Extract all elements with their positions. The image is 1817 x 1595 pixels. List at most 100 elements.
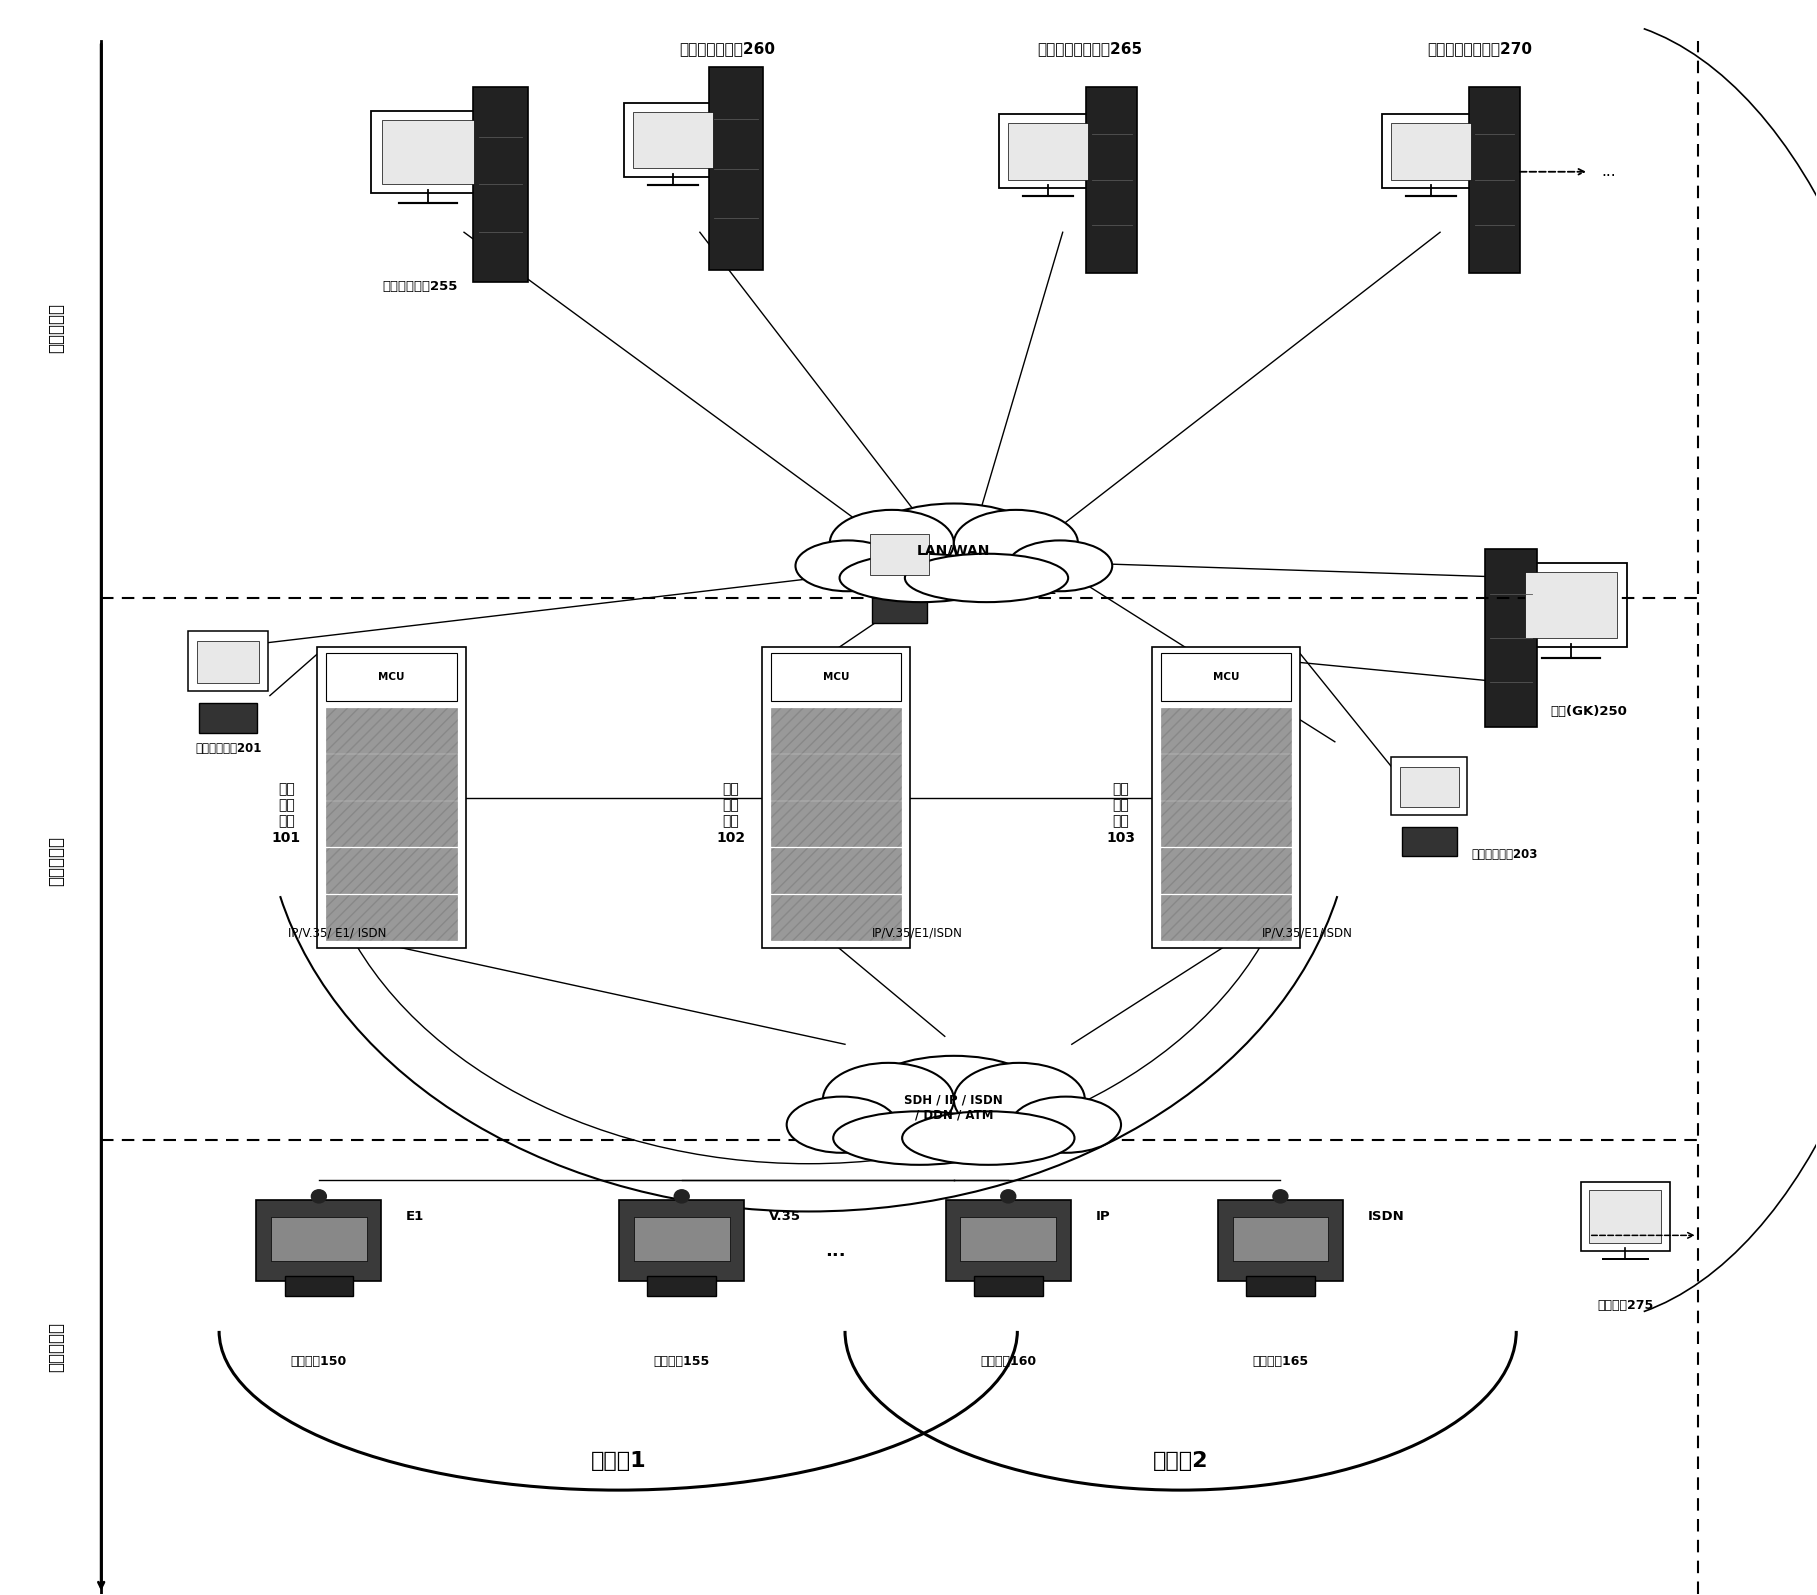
FancyBboxPatch shape	[198, 641, 260, 683]
Text: IP/V.35/E1/ISDN: IP/V.35/E1/ISDN	[1263, 927, 1354, 939]
Ellipse shape	[834, 1112, 1005, 1164]
Text: 用户实现层: 用户实现层	[47, 1322, 65, 1372]
FancyBboxPatch shape	[999, 115, 1097, 188]
FancyBboxPatch shape	[1581, 1182, 1670, 1250]
Ellipse shape	[876, 504, 1032, 561]
FancyBboxPatch shape	[1087, 86, 1137, 273]
FancyBboxPatch shape	[371, 112, 483, 193]
Text: 多点
控制
设备
101: 多点 控制 设备 101	[273, 782, 302, 845]
Text: 视讯终端150: 视讯终端150	[291, 1354, 347, 1369]
FancyBboxPatch shape	[1383, 115, 1481, 188]
FancyBboxPatch shape	[1399, 767, 1459, 807]
FancyBboxPatch shape	[1401, 826, 1457, 855]
Text: ...: ...	[1601, 164, 1615, 179]
Ellipse shape	[954, 510, 1077, 576]
FancyBboxPatch shape	[325, 654, 456, 702]
Text: 多点
控制
设备
103: 多点 控制 设备 103	[1107, 782, 1136, 845]
Text: 多点
控制
设备
102: 多点 控制 设备 102	[716, 782, 745, 845]
FancyBboxPatch shape	[1161, 801, 1292, 847]
Text: LAN/WAN: LAN/WAN	[918, 544, 990, 558]
FancyBboxPatch shape	[1590, 1190, 1661, 1243]
FancyBboxPatch shape	[647, 1276, 716, 1295]
FancyBboxPatch shape	[285, 1276, 352, 1295]
FancyBboxPatch shape	[709, 67, 763, 270]
Text: ...: ...	[825, 1243, 847, 1260]
FancyBboxPatch shape	[770, 708, 901, 753]
FancyBboxPatch shape	[325, 708, 456, 753]
FancyBboxPatch shape	[325, 754, 456, 799]
FancyBboxPatch shape	[1161, 849, 1292, 893]
Ellipse shape	[796, 541, 899, 592]
Text: MCU: MCU	[1212, 671, 1239, 683]
FancyBboxPatch shape	[382, 120, 474, 183]
Text: MCU: MCU	[378, 671, 405, 683]
FancyBboxPatch shape	[870, 534, 928, 574]
Text: 服务区1: 服务区1	[591, 1451, 647, 1472]
FancyBboxPatch shape	[861, 525, 938, 582]
FancyBboxPatch shape	[1161, 895, 1292, 939]
Ellipse shape	[1010, 1097, 1121, 1153]
FancyBboxPatch shape	[770, 754, 901, 799]
Text: IP/V.35/ E1/ ISDN: IP/V.35/ E1/ ISDN	[287, 927, 387, 939]
Text: 中心数据库系统260: 中心数据库系统260	[680, 41, 776, 56]
Text: 中心业务受理系统270: 中心业务受理系统270	[1428, 41, 1532, 56]
Text: 视讯终端160: 视讯终端160	[979, 1354, 1036, 1369]
FancyBboxPatch shape	[1470, 86, 1519, 273]
Text: IP: IP	[1096, 1209, 1110, 1223]
FancyBboxPatch shape	[1161, 654, 1292, 702]
FancyBboxPatch shape	[1392, 123, 1472, 180]
FancyBboxPatch shape	[872, 595, 927, 624]
Circle shape	[674, 1190, 689, 1203]
FancyBboxPatch shape	[1161, 754, 1292, 799]
Ellipse shape	[870, 1056, 1036, 1120]
Text: 中心网管系统255: 中心网管系统255	[382, 281, 458, 293]
Ellipse shape	[954, 1062, 1085, 1136]
FancyBboxPatch shape	[961, 1217, 1056, 1260]
FancyBboxPatch shape	[200, 703, 258, 734]
Text: 中心业务管理系统265: 中心业务管理系统265	[1038, 41, 1143, 56]
Circle shape	[1001, 1190, 1016, 1203]
FancyBboxPatch shape	[256, 1201, 382, 1281]
FancyBboxPatch shape	[1392, 758, 1468, 815]
Circle shape	[311, 1190, 327, 1203]
Text: 本地管理系统202: 本地管理系统202	[990, 584, 1056, 597]
Ellipse shape	[903, 1112, 1074, 1164]
FancyBboxPatch shape	[632, 112, 712, 169]
FancyBboxPatch shape	[325, 849, 456, 893]
Text: MCU: MCU	[823, 671, 849, 683]
Ellipse shape	[905, 553, 1068, 603]
FancyBboxPatch shape	[1246, 1276, 1316, 1295]
FancyBboxPatch shape	[1217, 1201, 1343, 1281]
Ellipse shape	[830, 510, 954, 576]
Text: E1: E1	[405, 1209, 423, 1223]
FancyBboxPatch shape	[770, 849, 901, 893]
FancyBboxPatch shape	[325, 801, 456, 847]
FancyBboxPatch shape	[634, 1217, 730, 1260]
Text: 视讯终端155: 视讯终端155	[654, 1354, 710, 1369]
FancyBboxPatch shape	[770, 895, 901, 939]
Text: V.35: V.35	[769, 1209, 801, 1223]
FancyBboxPatch shape	[1484, 549, 1537, 727]
FancyBboxPatch shape	[1232, 1217, 1328, 1260]
FancyBboxPatch shape	[1161, 708, 1292, 753]
Ellipse shape	[823, 1062, 954, 1136]
Text: 服务区2: 服务区2	[1152, 1451, 1208, 1472]
FancyBboxPatch shape	[1524, 573, 1617, 638]
FancyBboxPatch shape	[770, 801, 901, 847]
Circle shape	[1274, 1190, 1288, 1203]
FancyBboxPatch shape	[1152, 648, 1301, 947]
Ellipse shape	[839, 553, 1003, 603]
FancyBboxPatch shape	[974, 1276, 1043, 1295]
Text: 预约用户275: 预约用户275	[1597, 1298, 1653, 1313]
FancyBboxPatch shape	[761, 648, 910, 947]
FancyBboxPatch shape	[620, 1201, 745, 1281]
FancyBboxPatch shape	[271, 1217, 367, 1260]
FancyBboxPatch shape	[623, 104, 721, 177]
Text: IP/V.35/E1/ISDN: IP/V.35/E1/ISDN	[872, 927, 963, 939]
FancyBboxPatch shape	[316, 648, 465, 947]
Text: 视讯终端165: 视讯终端165	[1252, 1354, 1308, 1369]
FancyBboxPatch shape	[189, 630, 269, 691]
Text: 本地管理系统203: 本地管理系统203	[1472, 849, 1537, 861]
FancyBboxPatch shape	[945, 1201, 1070, 1281]
Text: 网守(GK)250: 网守(GK)250	[1550, 705, 1628, 718]
